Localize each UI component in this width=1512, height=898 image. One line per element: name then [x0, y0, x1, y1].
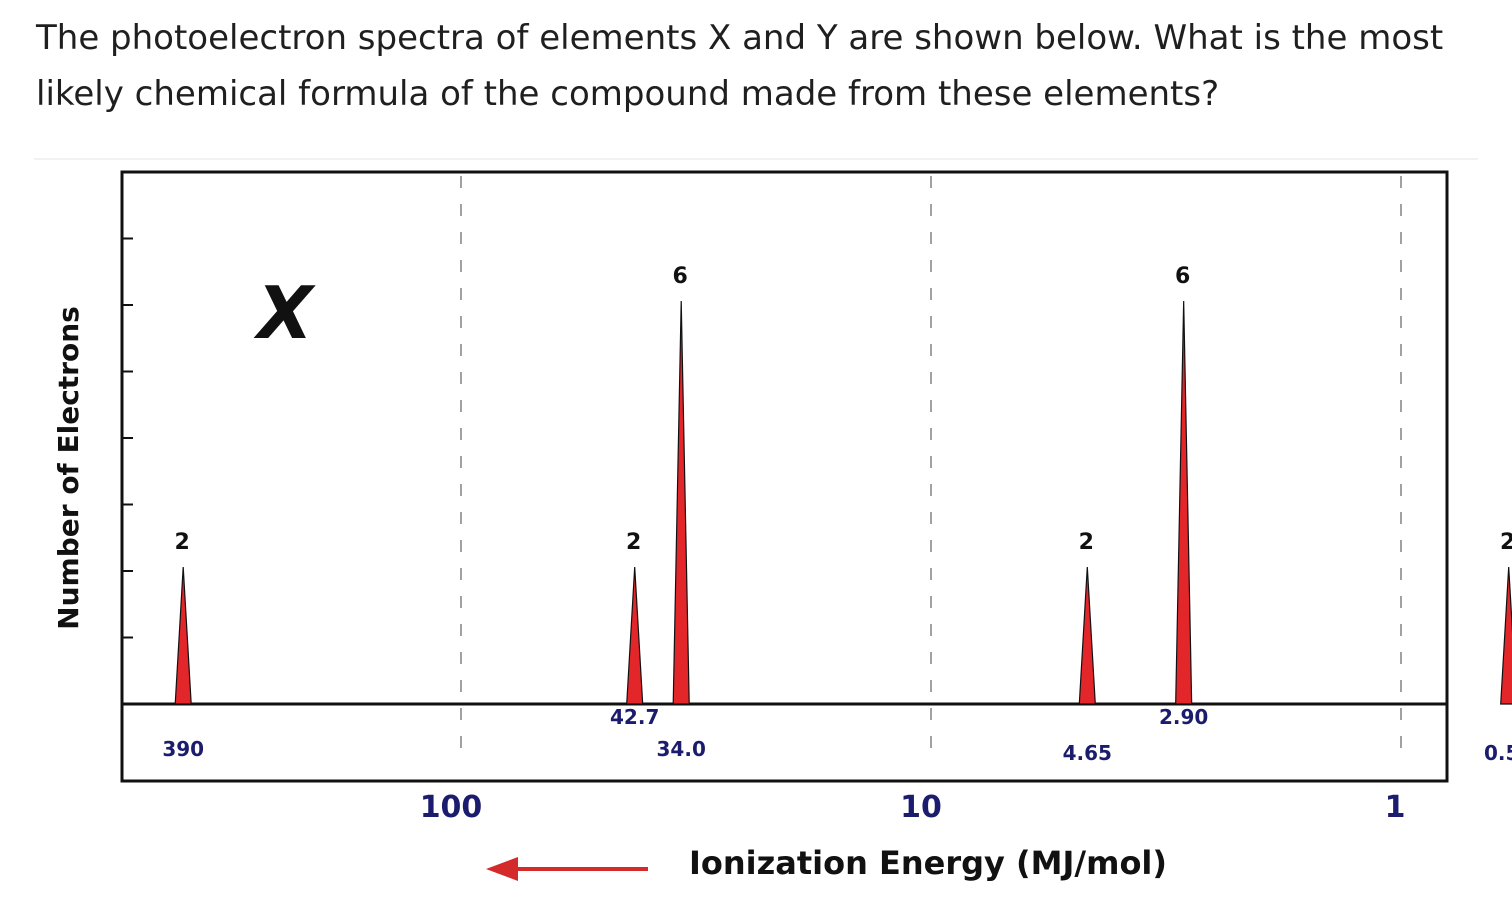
y-axis-title: Number of Electrons: [52, 306, 85, 630]
chart-labels: 2390242.7634.024.6562.9020.591X100101Ion…: [52, 264, 1512, 882]
x-direction-arrowhead: [486, 857, 518, 881]
peak-electron-count: 6: [673, 264, 688, 289]
peak-energy-label: 390: [162, 737, 204, 761]
x-tick-label: 10: [900, 790, 942, 825]
peak-bar: [672, 300, 690, 705]
chart-gridlines: [460, 176, 1402, 761]
question-text: The photoelectron spectra of elements X …: [36, 10, 1486, 122]
peak-electron-count: 6: [1175, 264, 1190, 289]
peak-energy-label: 2.90: [1159, 705, 1208, 729]
peak-energy-label: 34.0: [657, 737, 706, 761]
chart-peaks: [174, 300, 1512, 705]
peak-energy-label: 4.65: [1063, 741, 1112, 765]
peak-bar: [1078, 566, 1096, 705]
peak-energy-label: 0.59: [1484, 741, 1512, 765]
x-tick-label: 1: [1385, 790, 1406, 825]
element-label: X: [253, 271, 316, 355]
peak-electron-count: 2: [1079, 530, 1094, 555]
peak-bar: [626, 566, 644, 705]
x-tick-label: 100: [420, 790, 483, 825]
peak-electron-count: 2: [626, 530, 641, 555]
x-axis-title: Ionization Energy (MJ/mol): [689, 844, 1167, 882]
peak-electron-count: 2: [1500, 530, 1512, 555]
question-line-2: likely chemical formula of the compound …: [36, 74, 1220, 114]
peak-electron-count: 2: [175, 530, 190, 555]
chart-frame: [34, 158, 1478, 783]
peak-bar: [1175, 300, 1193, 705]
peak-bar: [174, 566, 192, 705]
peak-energy-label: 42.7: [610, 705, 659, 729]
peak-bar: [1500, 566, 1512, 705]
question-line-1: The photoelectron spectra of elements X …: [36, 18, 1444, 58]
plot-frame: [120, 170, 1449, 783]
